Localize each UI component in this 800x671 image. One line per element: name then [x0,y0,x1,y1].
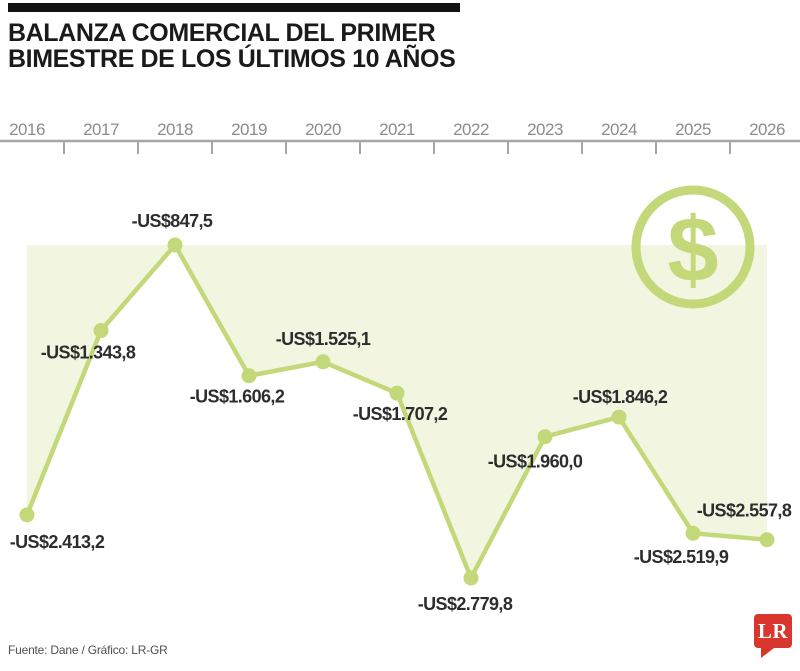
title-accent-bar [8,3,460,12]
axis-year-label: 2019 [231,120,267,139]
data-point-marker [685,525,701,541]
axis-year-label: 2020 [305,120,341,139]
data-point-label: -US$1.525,1 [276,329,371,349]
dollar-circle-icon [631,185,755,309]
data-point-marker [315,354,331,370]
data-point-marker [611,409,627,425]
page-title: BALANZA COMERCIAL DEL PRIMER BIMESTRE DE… [8,20,800,72]
data-point-label: -US$2.779,8 [418,594,513,614]
area-fill [27,245,767,578]
data-point-marker [241,368,257,384]
axis-year-label: 2016 [9,120,45,139]
axis-year-label: 2023 [527,120,563,139]
data-point-marker [759,532,775,548]
lr-logo: LR [754,614,792,658]
data-point-label: -US$2.519,9 [634,547,729,567]
axis-year-label: 2022 [453,120,489,139]
data-point-label: -US$1.846,2 [573,387,668,407]
axis-year-label: 2018 [157,120,193,139]
lr-logo-text: LR [757,619,789,643]
data-point-marker [19,507,35,523]
data-point-marker [167,237,183,253]
data-point-label: -US$1.343,8 [41,343,136,363]
axis-year-label: 2024 [601,120,637,139]
data-point-label: -US$1.707,2 [353,404,448,424]
data-point-label: -US$2.557,8 [697,501,792,521]
header: BALANZA COMERCIAL DEL PRIMER BIMESTRE DE… [0,0,800,72]
axis-year-label: 2017 [83,120,119,139]
title-line-1: BALANZA COMERCIAL DEL PRIMER [8,19,436,47]
source-credit: Fuente: Dane / Gráfico: LR-GR [8,643,168,657]
title-line-2: BIMESTRE DE LOS ÚLTIMOS 10 AÑOS [8,45,456,73]
data-point-label: -US$847,5 [132,211,213,231]
axis-year-label: 2026 [749,120,785,139]
data-point-marker [93,323,109,339]
data-point-marker [463,570,479,586]
data-point-label: -US$1.960,0 [488,452,583,472]
data-point-marker [537,429,553,445]
dollar-sign-icon: $ [667,199,718,301]
lr-logo-tail [761,648,774,658]
axis-year-label: 2025 [675,120,711,139]
axis-year-label: 2021 [379,120,415,139]
data-point-marker [389,385,405,401]
data-point-label: -US$1.606,2 [190,387,285,407]
data-point-label: -US$2.413,2 [10,532,105,552]
